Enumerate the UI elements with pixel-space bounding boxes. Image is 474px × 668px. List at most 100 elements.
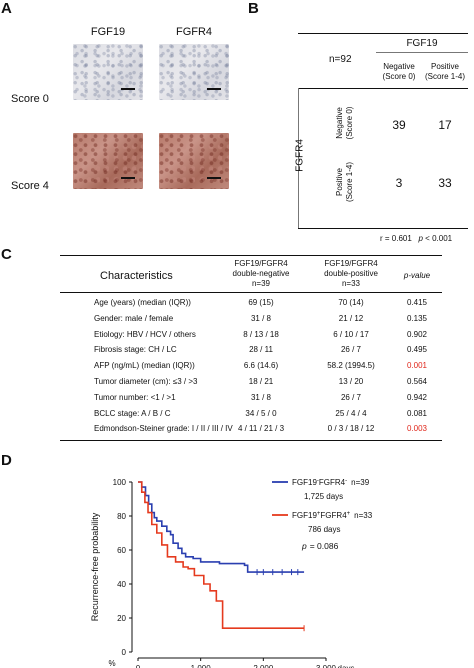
c-header-pos-l1: FGF19/FGFR4 bbox=[324, 259, 378, 268]
legend-label-red: FGF19+FGFR4+ n=33 bbox=[292, 511, 373, 520]
legend-part: + bbox=[317, 511, 321, 517]
c-row-pos: 26 / 7 bbox=[340, 345, 361, 355]
c-header-pvalue: p-value bbox=[403, 271, 431, 280]
b-cell-neg-pos: 17 bbox=[438, 118, 452, 132]
km-series-double-positive bbox=[138, 481, 305, 629]
b-col-rule bbox=[376, 52, 468, 53]
ihc-image-fgf19-score0 bbox=[73, 44, 143, 100]
c-row-label: Fibrosis stage: CH / LC bbox=[94, 345, 177, 355]
legend-p-label: p bbox=[301, 541, 307, 551]
c-header-neg-l3: n=39 bbox=[251, 279, 271, 288]
b-neg-row: Negative (Score 0) bbox=[335, 93, 355, 153]
b-n-label: n=92 bbox=[329, 54, 352, 65]
c-row-label: AFP (ng/mL) (median (IQR)) bbox=[94, 361, 195, 371]
c-row-neg: 8 / 13 / 18 bbox=[243, 329, 279, 339]
c-row-neg: 31 / 8 bbox=[250, 313, 271, 323]
y-tick-label: 60 bbox=[117, 546, 126, 555]
scale-bar bbox=[207, 177, 221, 179]
c-row-label: Tumor number: <1 / >1 bbox=[94, 392, 176, 402]
c-row-neg: 28 / 11 bbox=[249, 345, 273, 355]
panel-label-b: B bbox=[248, 0, 259, 17]
legend-days-red: 786 days bbox=[308, 525, 340, 534]
panel-label-d: D bbox=[1, 452, 12, 469]
c-row-neg: 69 (15) bbox=[248, 298, 274, 307]
b-col-header: FGF19 bbox=[406, 38, 438, 49]
c-row-p: 0.003 bbox=[406, 424, 428, 434]
b-stats: r = 0.601 p < 0.001 bbox=[380, 234, 452, 243]
y-unit-label: % bbox=[108, 659, 115, 668]
scale-bar bbox=[121, 177, 135, 179]
c-row-pos: 21 / 12 bbox=[338, 313, 364, 323]
b-bottom-rule bbox=[298, 228, 468, 229]
legend-part: - bbox=[317, 478, 319, 484]
legend-pvalue: p = 0.086 bbox=[301, 541, 339, 551]
legend-part: FGF19 bbox=[292, 511, 317, 520]
c-header-pos-l3: n=33 bbox=[341, 279, 361, 288]
c-row-neg: 4 / 11 / 21 / 3 bbox=[237, 424, 285, 434]
y-tick-label: 0 bbox=[122, 648, 127, 657]
c-row-pos: 0 / 3 / 18 / 12 bbox=[327, 424, 375, 434]
c-row-label: BCLC stage: A / B / C bbox=[94, 408, 171, 418]
legend-n-blue: n=39 bbox=[351, 478, 370, 487]
b-cell-pos-pos: 33 bbox=[438, 176, 452, 190]
c-header-pos: FGF19/FGFR4 double-positive n=33 bbox=[306, 259, 396, 289]
y-axis-title: Recurrence-free probability bbox=[90, 512, 100, 621]
c-row-p: 0.902 bbox=[406, 329, 428, 339]
b-pos-row-l1: Positive bbox=[335, 168, 344, 197]
c-top-rule bbox=[60, 255, 442, 256]
c-row-p: 0.564 bbox=[406, 377, 428, 386]
c-row-p: 0.081 bbox=[406, 408, 428, 418]
legend-p-value: = 0.086 bbox=[310, 541, 339, 551]
km-chart: 0 20 40 60 80 100% 0 1,000 2,000 3,000days Recurre… bbox=[90, 478, 373, 668]
c-row-label: Edmondson-Steiner grade: I / II / III / … bbox=[94, 424, 233, 434]
ihc-image-fgf19-score4 bbox=[73, 133, 143, 189]
c-header-pos-l2: double-positive bbox=[324, 269, 378, 278]
x-tick-label: 1,000 bbox=[191, 664, 212, 668]
b-stats-p-label: p bbox=[418, 234, 423, 243]
b-neg-col-l1: Negative bbox=[383, 62, 415, 71]
y-tick-label: 40 bbox=[117, 580, 126, 589]
c-row-neg: 6.6 (14.6) bbox=[243, 361, 279, 371]
c-row-p: 0.001 bbox=[406, 361, 428, 371]
b-pos-row: Positive (Score 1-4) bbox=[335, 152, 355, 212]
c-row-label: Tumor diameter (cm): ≤3 / >3 bbox=[94, 377, 198, 386]
ihc-col-fgf19: FGF19 bbox=[90, 26, 126, 38]
b-neg-row-l2: (Score 0) bbox=[345, 106, 354, 140]
c-row-p: 0.415 bbox=[406, 298, 428, 307]
legend-part: + bbox=[347, 511, 351, 517]
b-header-rule bbox=[298, 88, 468, 89]
c-header-neg-l2: double-negative bbox=[232, 269, 290, 278]
c-row-neg: 34 / 5 / 0 bbox=[245, 408, 277, 418]
km-series-double-negative bbox=[138, 481, 305, 573]
b-cell-neg-neg: 39 bbox=[392, 118, 406, 132]
x-tick-label: 3,000 bbox=[316, 664, 337, 668]
scale-bar bbox=[121, 88, 135, 90]
b-neg-row-l1: Negative bbox=[335, 107, 344, 139]
y-tick-label: 20 bbox=[117, 614, 126, 623]
y-tick-label: 100 bbox=[113, 478, 127, 487]
b-pos-col: Positive (Score 1-4) bbox=[422, 62, 468, 82]
c-row-label: Etiology: HBV / HCV / others bbox=[94, 329, 196, 339]
c-row-label: Age (years) (median (IQR)) bbox=[94, 298, 191, 307]
b-stats-p-value: < 0.001 bbox=[425, 234, 453, 243]
b-row-header: FGFR4 bbox=[294, 139, 306, 172]
b-stats-r: r = 0.601 bbox=[380, 234, 412, 243]
panel-label-a: A bbox=[1, 0, 12, 17]
b-pos-row-l2: (Score 1-4) bbox=[345, 162, 354, 203]
x-tick-label: 0 bbox=[136, 664, 141, 668]
b-top-rule bbox=[298, 33, 468, 34]
b-cell-pos-neg: 3 bbox=[395, 176, 403, 190]
legend-part: - bbox=[345, 478, 347, 484]
c-header-rule bbox=[60, 292, 442, 293]
c-header-neg-l1: FGF19/FGFR4 bbox=[234, 259, 288, 268]
legend-n-red: n=33 bbox=[354, 511, 373, 520]
ihc-col-fgfr4: FGFR4 bbox=[175, 26, 213, 38]
b-neg-col: Negative (Score 0) bbox=[376, 62, 422, 82]
c-row-neg: 31 / 8 bbox=[250, 392, 271, 402]
y-tick-label: 80 bbox=[117, 512, 126, 521]
c-row-p: 0.495 bbox=[406, 345, 428, 355]
c-row-p: 0.135 bbox=[406, 313, 428, 323]
b-pos-col-l2: (Score 1-4) bbox=[424, 72, 465, 81]
legend-label-blue: FGF19-FGFR4- n=39 bbox=[292, 478, 370, 487]
c-row-pos: 13 / 20 bbox=[338, 377, 364, 386]
